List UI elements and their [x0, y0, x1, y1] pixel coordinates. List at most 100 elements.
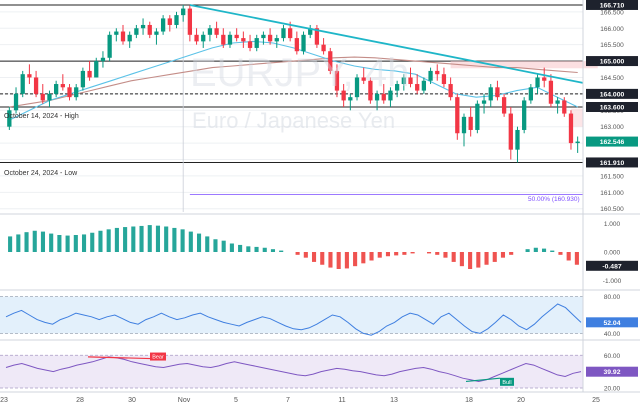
- candle: [94, 57, 99, 78]
- candle-body: [368, 80, 373, 101]
- low-price-label-box: [586, 157, 638, 168]
- macd-last-box: [586, 260, 638, 271]
- candle: [207, 24, 213, 42]
- candle-body: [354, 77, 360, 98]
- candle-body: [27, 74, 32, 78]
- last-price-label-box: [586, 136, 638, 147]
- candle-body: [468, 116, 473, 130]
- candle: [348, 93, 353, 111]
- rsi-line: [5, 303, 582, 336]
- candle-body: [154, 31, 159, 35]
- candle: [194, 28, 199, 45]
- candle-body: [314, 28, 320, 45]
- candle: [435, 64, 440, 81]
- candle-body: [120, 31, 126, 42]
- candle-body: [67, 87, 72, 98]
- candle: [468, 107, 473, 137]
- candle: [528, 84, 533, 104]
- candle: [421, 77, 427, 94]
- candle-body: [94, 61, 99, 78]
- candle-body: [247, 41, 253, 48]
- candle: [488, 84, 493, 107]
- candle: [281, 24, 286, 42]
- candle: [120, 24, 126, 45]
- candle-body: [261, 34, 266, 39]
- candle: [455, 93, 460, 140]
- candle: [321, 38, 326, 55]
- candle: [241, 31, 246, 48]
- candle-body: [388, 90, 393, 101]
- candle-body: [308, 28, 313, 35]
- candle: [394, 80, 400, 98]
- candle: [461, 113, 467, 147]
- candle: [187, 5, 193, 42]
- candle-body: [7, 110, 12, 127]
- candle: [227, 31, 233, 48]
- candle: [221, 28, 226, 48]
- price-tick-label: 166.500: [600, 9, 624, 16]
- candle-body: [100, 57, 106, 62]
- candle-body: [475, 103, 480, 130]
- stoch-band: [0, 355, 583, 388]
- candle: [354, 74, 360, 101]
- x-tick-label: 20: [517, 397, 525, 404]
- level-1636-label: 163.600: [600, 105, 625, 112]
- candle: [568, 110, 574, 150]
- trendline: [189, 4, 584, 84]
- candle-body: [234, 34, 239, 39]
- rsi-tick-label: 80.00: [604, 294, 621, 301]
- bear-label: Bear: [152, 355, 164, 361]
- ema-slow-line: [9, 56, 578, 108]
- stoch-last-label: 39.92: [603, 369, 620, 376]
- bear-divergence-line: [87, 356, 151, 360]
- candle: [74, 84, 79, 101]
- candle-body: [114, 31, 119, 35]
- candle: [448, 77, 453, 101]
- candle: [522, 97, 527, 134]
- high-price-label-box: [586, 0, 638, 10]
- candle-body: [20, 74, 25, 94]
- level-164-label: 164.000: [600, 91, 625, 98]
- candle-body: [535, 77, 540, 88]
- candle: [201, 31, 206, 48]
- level-165-label: 165.000: [600, 59, 625, 66]
- price-tick-label: 161.000: [600, 190, 624, 197]
- candle-body: [348, 97, 353, 101]
- candle-body: [394, 84, 400, 91]
- high-price-label: 166.710: [600, 2, 625, 9]
- candle: [388, 87, 393, 107]
- candle-body: [448, 84, 453, 98]
- fib-label: 50.00% (160.930): [528, 196, 580, 203]
- price-panel: [0, 4, 598, 212]
- candle-body: [274, 38, 279, 42]
- level-164-label-box: [586, 88, 638, 99]
- rsi-tick-label: 40.00: [604, 331, 621, 338]
- candle-body: [461, 116, 467, 134]
- candle-body: [254, 38, 259, 48]
- candle: [80, 67, 86, 91]
- candle: [575, 136, 580, 153]
- candle-body: [187, 8, 193, 35]
- x-tick-label: 30: [128, 397, 136, 404]
- candle-body: [214, 28, 219, 35]
- candle: [301, 31, 306, 55]
- candle-body: [174, 15, 179, 25]
- candle-body: [40, 93, 45, 101]
- candle: [368, 77, 373, 104]
- candle: [87, 61, 92, 81]
- candle: [60, 74, 65, 91]
- candle-body: [542, 77, 547, 81]
- candle: [67, 84, 72, 101]
- candle-body: [441, 74, 447, 85]
- candle-body: [167, 18, 172, 25]
- bear-badge: [150, 352, 166, 361]
- candle-body: [60, 84, 65, 88]
- candle: [27, 64, 32, 85]
- candle-body: [515, 129, 520, 150]
- candle-body: [87, 70, 92, 78]
- candle-body: [47, 93, 52, 101]
- candle: [314, 24, 320, 48]
- price-tick-label: 160.500: [600, 206, 624, 213]
